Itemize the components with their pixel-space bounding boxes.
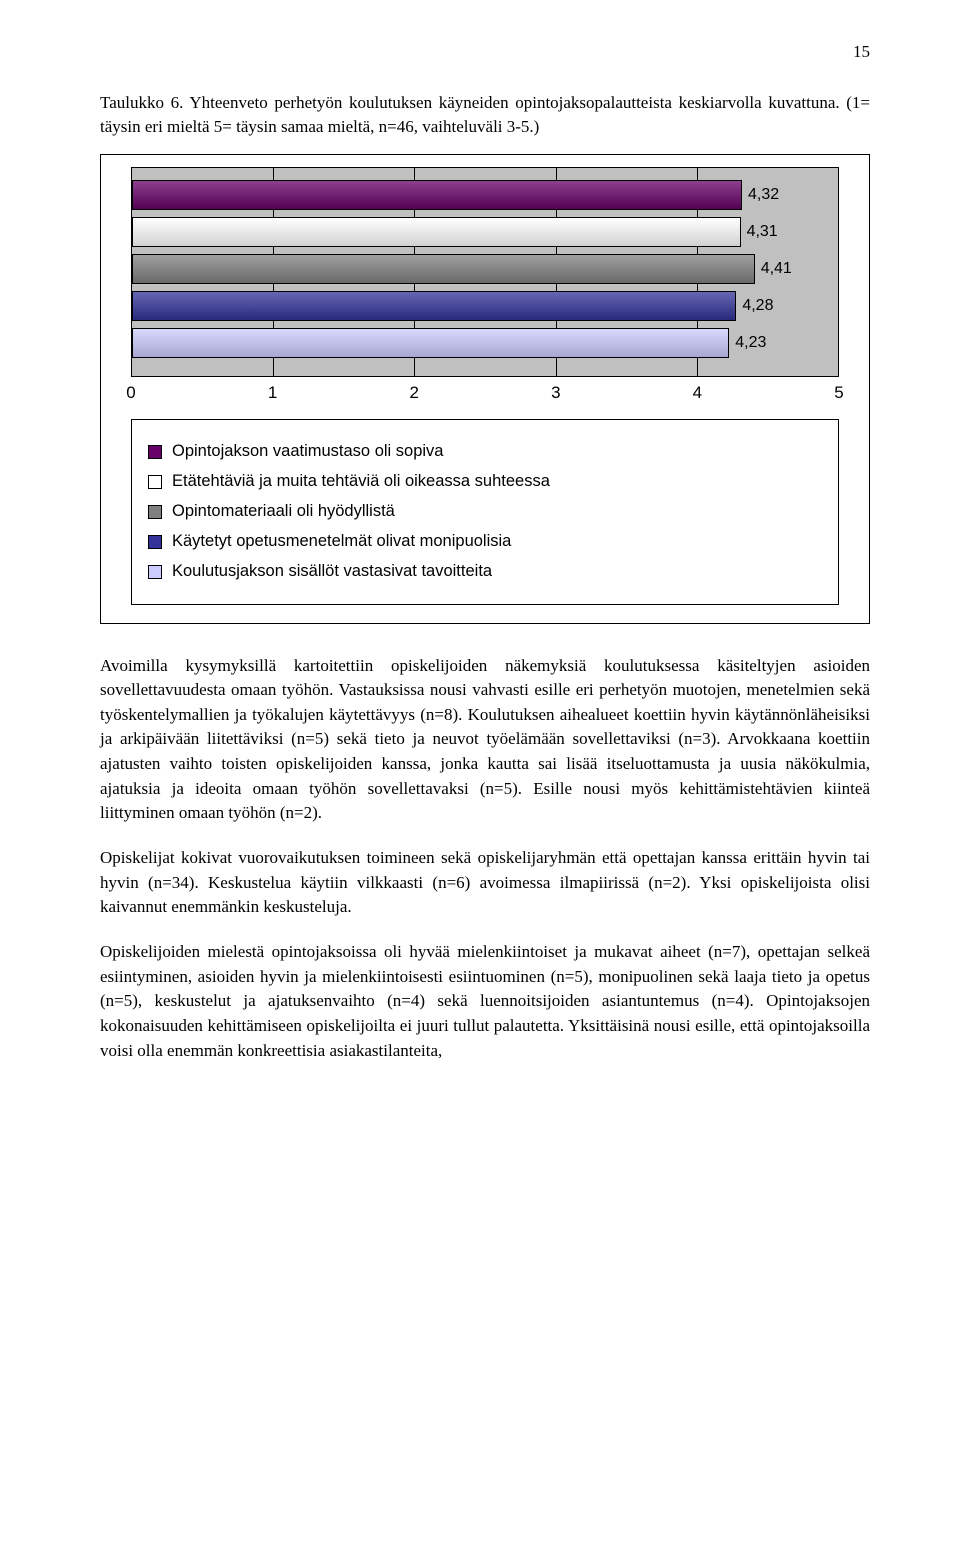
legend-label: Opintomateriaali oli hyödyllistä [172, 500, 395, 524]
legend-item: Koulutusjakson sisällöt vastasivat tavoi… [148, 560, 822, 584]
chart-bar [132, 217, 741, 247]
legend-label: Käytetyt opetusmenetelmät olivat monipuo… [172, 530, 511, 554]
page-number: 15 [100, 40, 870, 65]
legend-item: Käytetyt opetusmenetelmät olivat monipuo… [148, 530, 822, 554]
chart-legend: Opintojakson vaatimustaso oli sopiva Etät… [131, 419, 839, 605]
chart-bar [132, 328, 729, 358]
chart-bar [132, 180, 742, 210]
chart-axis-tick: 1 [268, 381, 277, 406]
chart-axis-tick: 4 [693, 381, 702, 406]
chart-bar-row: 4,23 [132, 328, 838, 358]
legend-swatch [148, 565, 162, 579]
chart-bar-label: 4,32 [742, 183, 779, 206]
chart-bar-label: 4,31 [741, 220, 778, 243]
legend-swatch [148, 445, 162, 459]
chart-bar-row: 4,32 [132, 180, 838, 210]
chart-axis-tick: 5 [834, 381, 843, 406]
chart-axis-tick: 0 [126, 381, 135, 406]
chart-bar-label: 4,41 [755, 257, 792, 280]
chart-bar [132, 291, 736, 321]
legend-swatch [148, 475, 162, 489]
chart-plot-area: 4,32 4,31 4,41 4,28 4,23 [131, 167, 839, 377]
paragraph-3: Opiskelijoiden mielestä opintojaksoissa … [100, 940, 870, 1063]
legend-item: Opintojakson vaatimustaso oli sopiva [148, 440, 822, 464]
chart-bar-row: 4,28 [132, 291, 838, 321]
legend-swatch [148, 535, 162, 549]
chart-bar [132, 254, 755, 284]
chart-x-axis: 012345 [131, 381, 839, 405]
legend-label: Opintojakson vaatimustaso oli sopiva [172, 440, 443, 464]
paragraph-1: Avoimilla kysymyksillä kartoitettiin opi… [100, 654, 870, 826]
chart-axis-tick: 2 [409, 381, 418, 406]
legend-swatch [148, 505, 162, 519]
chart-bar-label: 4,23 [729, 331, 766, 354]
legend-label: Etätehtäviä ja muita tehtäviä oli oikeas… [172, 470, 550, 494]
legend-label: Koulutusjakson sisällöt vastasivat tavoi… [172, 560, 492, 584]
chart-container: 4,32 4,31 4,41 4,28 4,23 0 1 2 3 4 5 Opintojakson… [100, 154, 870, 624]
chart-bar-label: 4,28 [736, 294, 773, 317]
legend-item: Opintomateriaali oli hyödyllistä [148, 500, 822, 524]
legend-item: Etätehtäviä ja muita tehtäviä oli oikeas… [148, 470, 822, 494]
chart-axis-tick: 3 [551, 381, 560, 406]
chart-bar-row: 4,31 [132, 217, 838, 247]
chart-bar-row: 4,41 [132, 254, 838, 284]
table-caption: Taulukko 6. Yhteenveto perhetyön koulutu… [100, 91, 870, 140]
paragraph-2: Opiskelijat kokivat vuorovaikutuksen toi… [100, 846, 870, 920]
